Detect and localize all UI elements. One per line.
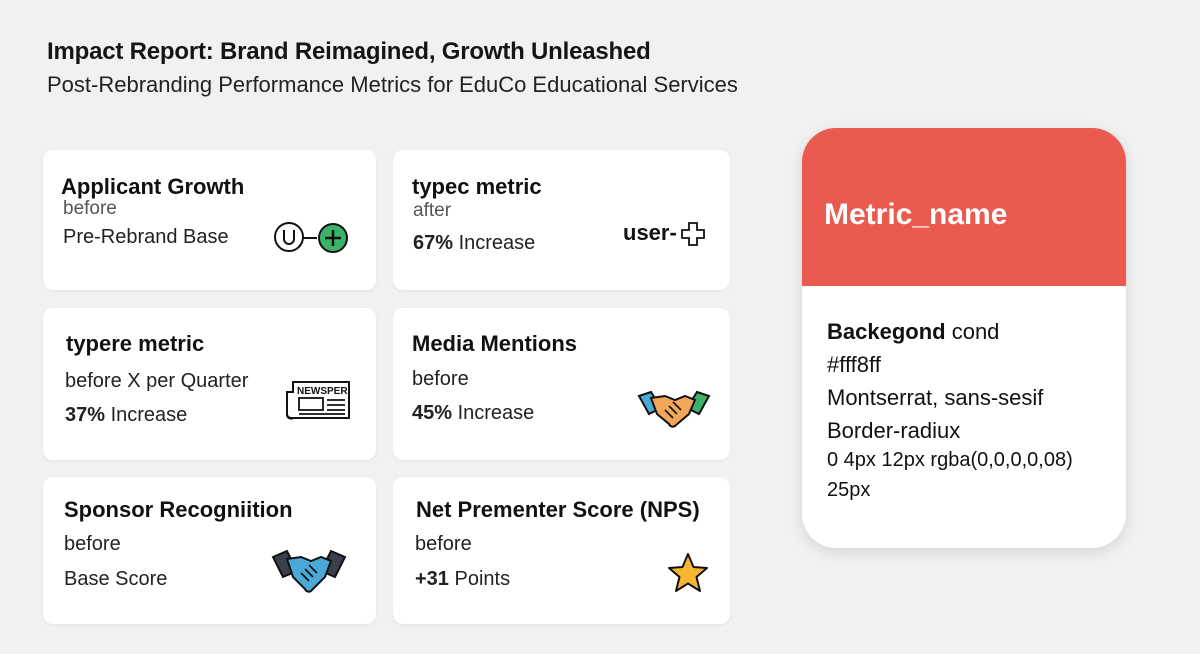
metric-period: before: [64, 533, 121, 555]
user-plus-label: user-: [623, 220, 677, 245]
metric-value: Pre-Rebrand Base: [63, 226, 229, 248]
metric-period: before: [415, 533, 472, 555]
metric-value: Base Score: [64, 568, 168, 590]
metric-value: +31 Points: [415, 568, 511, 590]
metric-card-typec: typec metric after 67% Increase user-: [393, 150, 730, 290]
metric-value: 67% Increase: [413, 232, 536, 254]
metric-period: before: [63, 198, 117, 219]
metric-name: Applicant Growth: [61, 174, 245, 199]
spec-background-label: Backegond cond: [827, 319, 1000, 344]
spec-border-radius-label: Border-radiux: [827, 418, 961, 443]
metric-card-media-mentions: Media Mentions before 45% Increase: [393, 308, 730, 460]
metric-period: before X per Quarter: [65, 370, 249, 392]
spec-radius-value: 25px: [827, 479, 871, 501]
metric-card-applicant-growth: Applicant Growth before Pre-Rebrand Base: [43, 150, 376, 290]
spec-font-value: Montserrat, sans-sesif: [827, 385, 1044, 410]
metric-card-nps: Net Prementer Score (NPS) before +31 Poi…: [393, 477, 730, 624]
plus-icon: [681, 222, 705, 246]
handshake-icon: [637, 390, 711, 428]
svg-text:NEWSPER: NEWSPER: [297, 386, 348, 397]
spec-card-header: Metric_name: [802, 128, 1126, 286]
metric-name: Media Mentions: [412, 331, 578, 356]
user-plus-icon: [274, 222, 348, 253]
style-spec-card: Metric_name Backegond cond #fff8ff Monts…: [802, 128, 1126, 548]
spec-card-title: Metric_name: [824, 198, 1008, 231]
metric-card-typere: typere metric before X per Quarter 37% I…: [43, 308, 376, 460]
newspaper-icon: NEWSPER: [285, 381, 350, 420]
page-subtitle: Post-Rebranding Performance Metrics for …: [47, 72, 738, 97]
page-title: Impact Report: Brand Reimagined, Growth …: [47, 38, 651, 65]
metric-period: before: [412, 368, 469, 390]
metric-name: typere metric: [66, 331, 205, 356]
metric-name: Sponsor Recogniition: [64, 497, 293, 522]
spec-shadow-value: 0 4px 12px rgba(0,0,0,0,08): [827, 449, 1073, 471]
handshake-icon: [271, 549, 347, 593]
spec-background-value: #fff8ff: [827, 352, 881, 377]
metric-card-sponsor-recognition: Sponsor Recogniition before Base Score: [43, 477, 376, 624]
metric-value: 37% Increase: [65, 404, 188, 426]
metric-name: Net Prementer Score (NPS): [416, 497, 700, 522]
metric-value: 45% Increase: [412, 402, 535, 424]
metric-name: typec metric: [412, 174, 542, 199]
metric-period: after: [413, 200, 452, 221]
star-icon: [668, 553, 708, 592]
